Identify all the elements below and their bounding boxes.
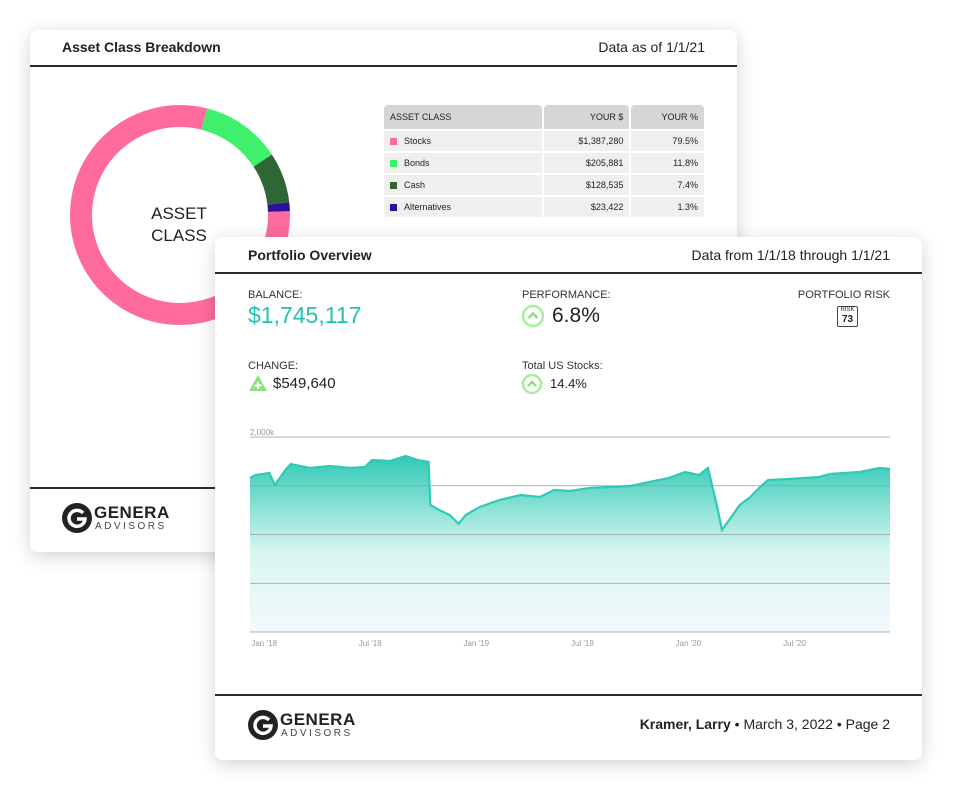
swatch: [390, 182, 397, 190]
swatch: [390, 204, 397, 212]
metric-value: 6.8%: [552, 304, 600, 327]
client-name: Kramer, Larry: [639, 716, 731, 732]
table-row: Cash $128,535 7.4%: [384, 175, 704, 195]
card-title: Portfolio Overview: [248, 247, 372, 263]
cell: Cash: [384, 175, 542, 195]
cell: $205,881: [544, 153, 630, 173]
up-icon: [521, 373, 543, 395]
cell: $23,422: [544, 197, 630, 217]
swatch: [390, 160, 397, 168]
x-tick-label: Jan '18: [251, 639, 277, 648]
cell: Alternatives: [384, 197, 542, 217]
table-row: Alternatives $23,422 1.3%: [384, 197, 704, 217]
cell: Stocks: [384, 131, 542, 151]
metric-label: BALANCE:: [248, 289, 303, 301]
table-row: Stocks $1,387,280 79.5%: [384, 131, 704, 151]
cell: 79.5%: [631, 131, 704, 151]
logo-name: GENERA: [280, 710, 356, 729]
logo-icon: [248, 710, 278, 740]
donut-center-label: ASSET CLASS: [151, 204, 207, 245]
report-date: March 3, 2022: [743, 716, 833, 732]
change-icon: [249, 375, 267, 391]
cell: 11.8%: [631, 153, 704, 173]
asset-table: ASSET CLASS YOUR $ YOUR % Stocks $1,387,2…: [382, 103, 706, 219]
metric-label: Total US Stocks:: [522, 360, 603, 372]
metric-value: $1,745,117: [248, 302, 362, 328]
line: [249, 454, 891, 533]
logo-tagline: ADVISORS: [281, 728, 353, 739]
cell: $1,387,280: [544, 131, 630, 151]
column-header: YOUR $: [544, 105, 630, 129]
risk-badge-value: 73: [841, 314, 854, 325]
cell: 7.4%: [631, 175, 704, 195]
area: [250, 456, 890, 632]
footer-text: Kramer, Larry • March 3, 2022 • Page 2: [640, 716, 890, 732]
asset-name: Cash: [404, 180, 426, 190]
donut-segment: [201, 108, 272, 167]
cell: $128,535: [544, 175, 630, 195]
donut-segment: [253, 154, 290, 206]
column-header: ASSET CLASS: [384, 105, 542, 129]
y-tick-label: 2,000k: [250, 428, 275, 437]
x-tick-label: Jan '19: [464, 639, 490, 648]
logo-name: GENERA: [94, 503, 170, 522]
table-row: Bonds $205,881 11.8%: [384, 153, 704, 173]
swatch: [390, 138, 397, 146]
x-tick-label: Jul '19: [571, 639, 594, 648]
asset-name: Bonds: [404, 158, 430, 168]
donut-segment: [267, 202, 290, 213]
x-tick-label: Jan '20: [676, 639, 702, 648]
overview-card: Portfolio Overview Data from 1/1/18 thro…: [215, 237, 922, 760]
page-number: Page 2: [845, 716, 890, 732]
metric-value: 14.4%: [550, 376, 587, 391]
asset-name: Alternatives: [404, 202, 452, 212]
separator: •: [836, 716, 842, 732]
metric-label: PERFORMANCE:: [522, 289, 611, 301]
card-title: Asset Class Breakdown: [62, 39, 221, 55]
risk-badge: RISK 73: [837, 306, 858, 327]
metric-label: CHANGE:: [248, 360, 299, 372]
asset-name: Stocks: [404, 136, 432, 146]
footer-rule: [215, 694, 922, 696]
card-date: Data from 1/1/18 through 1/1/21: [691, 247, 890, 263]
cell: 1.3%: [631, 197, 704, 217]
up-icon: [521, 304, 545, 328]
metric-label: PORTFOLIO RISK: [797, 289, 890, 301]
header-rule: [215, 272, 922, 274]
logo-tagline: ADVISORS: [95, 521, 167, 532]
column-header: YOUR %: [631, 105, 704, 129]
x-tick-label: Jul '20: [783, 639, 806, 648]
header-rule: [30, 65, 737, 67]
metric-value: $549,640: [273, 375, 336, 392]
risk-badge-label: RISK: [840, 307, 855, 313]
separator: •: [734, 716, 740, 732]
card-date: Data as of 1/1/21: [598, 39, 705, 55]
x-tick-label: Jul '18: [359, 639, 382, 648]
logo-icon: [62, 503, 92, 533]
cell: Bonds: [384, 153, 542, 173]
